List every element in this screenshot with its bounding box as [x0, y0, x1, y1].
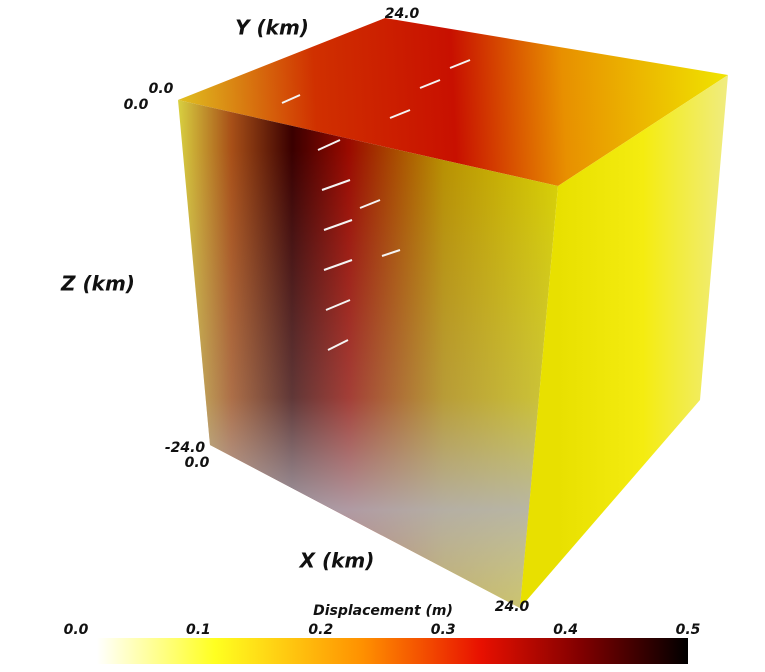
colorbar-tick-label: 0.1 [186, 622, 211, 638]
colorbar-tick-label: 0.5 [676, 622, 701, 638]
tick-label: 24.0 [495, 599, 530, 615]
vector-arrows [281, 59, 471, 351]
colorbar-tick-label: 0.4 [553, 622, 578, 638]
colorbar-tick-label: 0.3 [431, 622, 456, 638]
colorbar-tick-label: 0.0 [64, 622, 89, 638]
colorbar [97, 638, 688, 664]
colorbar-tick-label: 0.2 [308, 622, 333, 638]
tick-label: 24.0 [385, 6, 420, 22]
tick-label: 0.0 [149, 81, 174, 97]
axis-label: Y (km) [235, 16, 309, 40]
top-face [178, 18, 728, 186]
tick-label: 0.0 [124, 97, 149, 113]
axis-label: Z (km) [60, 272, 135, 296]
right-face [520, 75, 728, 608]
tick-label: -24.0 [165, 440, 206, 456]
axis-label: X (km) [298, 549, 375, 573]
front-shade [178, 100, 558, 608]
tick-label: 0.0 [185, 455, 210, 471]
colorbar-ticks: 0.0 0.1 0.2 0.3 0.4 0.5 [64, 622, 701, 638]
colorbar-title: Displacement (m) [313, 603, 453, 619]
